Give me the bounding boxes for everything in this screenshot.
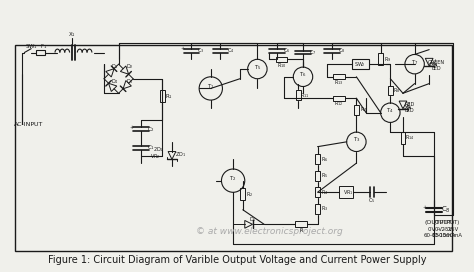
Bar: [333, 96, 345, 101]
Text: R$_3$: R$_3$: [321, 204, 328, 213]
Bar: [378, 54, 383, 65]
Text: VR$_2$: VR$_2$: [150, 152, 161, 161]
Bar: [296, 90, 301, 100]
Bar: [276, 57, 287, 62]
Text: C$_8$: C$_8$: [338, 46, 346, 55]
Text: R$_{12}$: R$_{12}$: [334, 100, 344, 109]
Bar: [354, 105, 359, 115]
Text: R$_2$: R$_2$: [246, 190, 253, 199]
Circle shape: [221, 169, 245, 192]
Bar: [352, 59, 369, 69]
Bar: [315, 187, 320, 197]
Text: +: +: [422, 205, 427, 210]
Text: C$_7$: C$_7$: [309, 48, 316, 57]
Text: D$_2$: D$_2$: [126, 62, 134, 71]
Bar: [339, 187, 353, 198]
Text: T$_7$: T$_7$: [411, 58, 419, 67]
Bar: [315, 171, 320, 181]
Text: D$_4$: D$_4$: [111, 77, 119, 86]
Text: C$_8$: C$_8$: [441, 205, 451, 215]
Text: R$_{11}$: R$_{11}$: [300, 91, 310, 100]
Text: C$_5$: C$_5$: [368, 196, 375, 205]
Text: 60-1500mA: 60-1500mA: [424, 233, 456, 237]
Text: LED: LED: [431, 66, 441, 70]
Text: VR$_1$: VR$_1$: [343, 188, 354, 197]
Text: SW$_2$: SW$_2$: [355, 60, 366, 69]
Text: R: R: [300, 228, 303, 233]
Circle shape: [346, 132, 366, 152]
Bar: [240, 188, 245, 200]
Circle shape: [199, 77, 222, 100]
Text: C$_2$: C$_2$: [146, 125, 155, 134]
Text: SW$_1$  F$_1$: SW$_1$ F$_1$: [25, 42, 47, 51]
Text: ZD$_1$: ZD$_1$: [175, 150, 186, 159]
Bar: [295, 221, 307, 227]
Text: R$_7$: R$_7$: [359, 105, 367, 114]
Text: R$_{10}$: R$_{10}$: [277, 61, 286, 70]
Bar: [315, 154, 320, 164]
Text: R$_4$: R$_4$: [321, 188, 328, 197]
Text: C$_6$: C$_6$: [283, 46, 290, 55]
Text: RED: RED: [405, 103, 415, 107]
Text: T$_6$: T$_6$: [299, 70, 307, 79]
Text: LED: LED: [405, 108, 415, 113]
Text: T$_4$: T$_4$: [386, 106, 394, 115]
Text: 0V – 25V: 0V – 25V: [435, 227, 458, 232]
Circle shape: [381, 103, 400, 122]
Circle shape: [405, 54, 424, 74]
Bar: [315, 204, 320, 214]
Text: +: +: [129, 125, 133, 130]
Text: © at www.electronicsproject.org: © at www.electronicsproject.org: [196, 227, 342, 236]
Text: D$_5$: D$_5$: [249, 215, 256, 224]
Bar: [333, 74, 345, 79]
Text: GREEN: GREEN: [428, 60, 445, 65]
Bar: [401, 132, 405, 144]
Text: R$_8$: R$_8$: [393, 86, 401, 95]
Text: 60-1500mA: 60-1500mA: [431, 233, 462, 237]
Text: Figure 1: Circuit Diagram of Varible Output Voltage and Current Power Supply: Figure 1: Circuit Diagram of Varible Out…: [48, 255, 426, 265]
Text: R$_1$: R$_1$: [165, 92, 173, 101]
Text: (OUTPUT): (OUTPUT): [425, 220, 455, 225]
Text: C$_3$: C$_3$: [198, 46, 205, 55]
Text: R$_5$: R$_5$: [321, 171, 328, 180]
Bar: [388, 85, 393, 95]
Text: 0V – 25V: 0V – 25V: [428, 227, 452, 232]
Text: R$_{14}$: R$_{14}$: [405, 134, 415, 142]
Text: T$_5$: T$_5$: [254, 63, 261, 72]
Text: R$_{13}$: R$_{13}$: [334, 78, 344, 87]
Text: AC-INPUT: AC-INPUT: [14, 122, 43, 127]
Bar: [36, 50, 45, 55]
Text: (OUTPUT): (OUTPUT): [434, 220, 460, 225]
Circle shape: [293, 67, 313, 86]
Text: D$_3$: D$_3$: [126, 77, 134, 86]
Text: +: +: [181, 46, 185, 51]
Text: C$_4$: C$_4$: [227, 46, 234, 55]
Text: T$_1$: T$_1$: [207, 82, 215, 91]
Text: T$_2$: T$_2$: [229, 174, 237, 183]
Text: R$_6$: R$_6$: [321, 155, 328, 164]
Circle shape: [248, 59, 267, 79]
Text: T$_3$: T$_3$: [353, 135, 360, 144]
Bar: [15, 45, 452, 251]
Text: D$_1$: D$_1$: [111, 62, 119, 71]
Text: C$_1$: C$_1$: [146, 143, 155, 152]
Text: X$_1$: X$_1$: [68, 30, 76, 39]
Text: 2D$_1$: 2D$_1$: [153, 145, 164, 154]
Text: R$_9$: R$_9$: [384, 55, 391, 64]
Bar: [160, 90, 164, 102]
